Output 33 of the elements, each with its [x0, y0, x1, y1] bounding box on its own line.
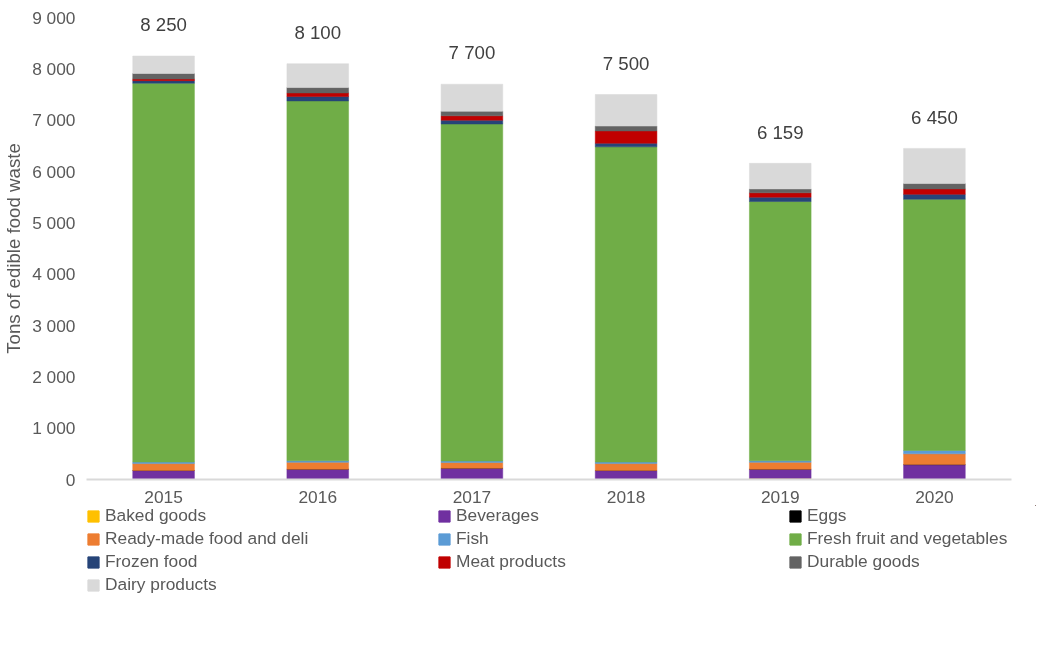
legend-label: Frozen food	[105, 551, 199, 572]
legend-label: Ready-made food and deli	[105, 528, 310, 549]
y-tick-label: 6 000	[32, 161, 76, 182]
legend-label: Baked goods	[105, 505, 208, 526]
total-label: 8 100	[294, 21, 342, 43]
total-label: 7 500	[602, 52, 650, 74]
y-tick-label: 5 000	[32, 212, 76, 233]
total-label: 7 700	[448, 42, 496, 64]
legend-label: Meat products	[456, 551, 567, 572]
x-tick-label: 2018	[606, 486, 646, 507]
total-label: 6 159	[756, 121, 804, 143]
y-tick-label: 8 000	[32, 58, 76, 79]
y-tick-label: 7 000	[32, 110, 76, 131]
x-tick-label: 2017	[452, 486, 492, 507]
x-tick-label: 2016	[298, 486, 338, 507]
y-tick-label: 1 000	[32, 418, 76, 439]
y-axis-title: Tons of edible food waste	[3, 143, 25, 354]
y-tick-label: 3 000	[32, 315, 76, 336]
x-tick-label: 2019	[760, 486, 800, 507]
y-tick-label: 4 000	[32, 264, 76, 285]
legend-label: Fresh fruit and vegetables	[807, 528, 1009, 549]
y-tick-label: 2 000	[32, 366, 76, 387]
legend-label: Fish	[456, 528, 490, 549]
total-label: 6 450	[911, 106, 958, 128]
y-tick-label: 9 000	[32, 7, 76, 28]
x-tick-label: 2020	[915, 486, 954, 507]
legend-label: Durable goods	[807, 551, 921, 572]
total-label: 8 250	[140, 14, 187, 36]
legend-label: Beverages	[456, 505, 540, 526]
x-tick-label: 2015	[144, 486, 183, 507]
legend-label: Dairy products	[105, 574, 218, 595]
legend-label: Eggs	[807, 505, 848, 526]
y-tick-label: 0	[65, 469, 76, 490]
